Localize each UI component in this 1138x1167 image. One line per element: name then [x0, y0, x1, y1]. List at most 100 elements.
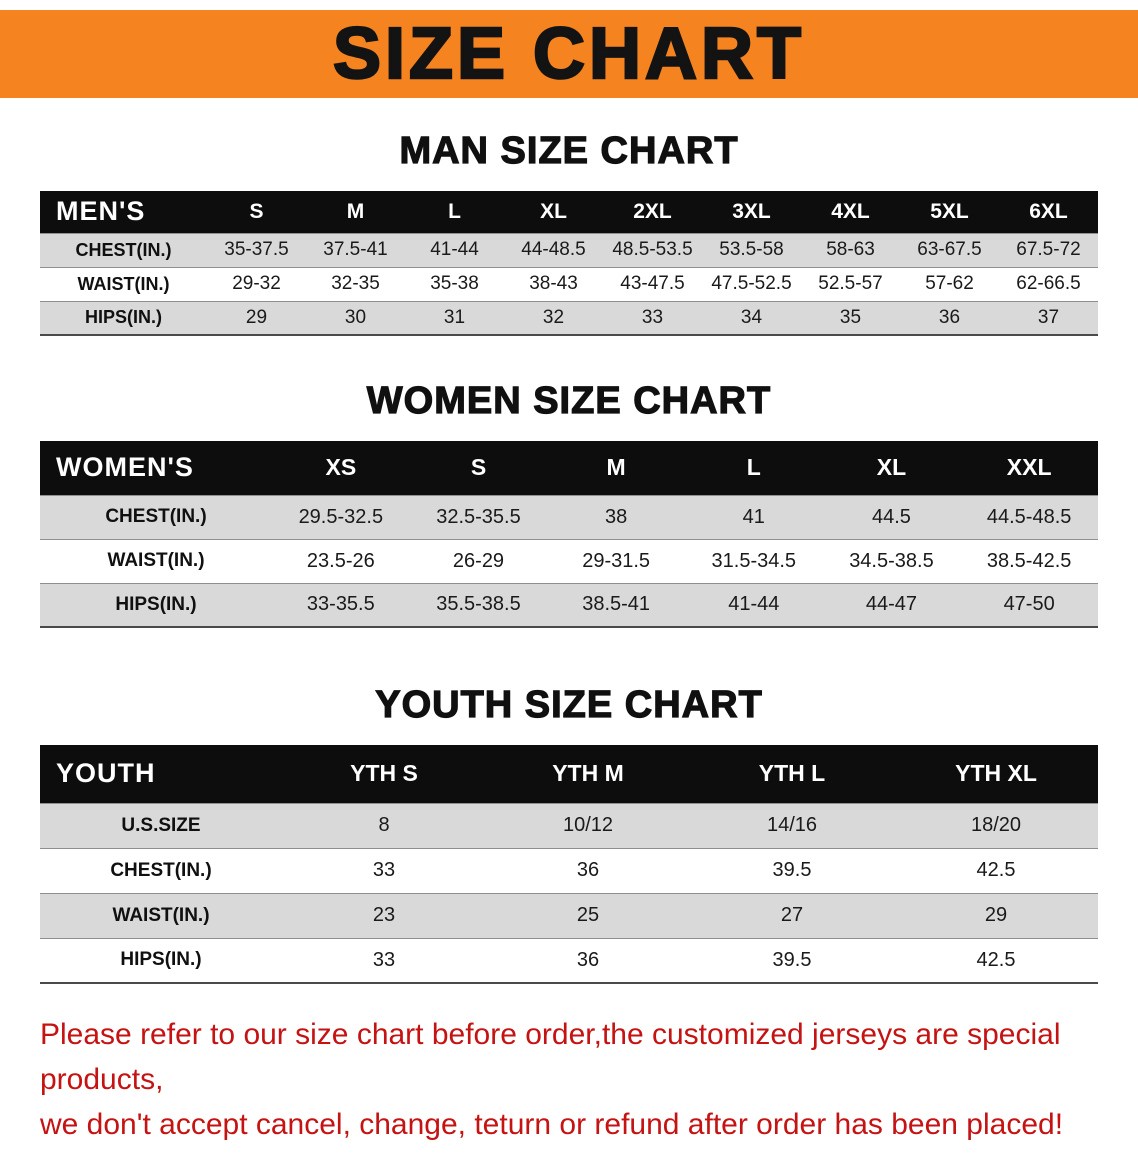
size-value: 47.5-52.5 — [711, 273, 792, 294]
size-value: 38.5-41 — [582, 593, 651, 616]
size-value: 35.5-38.5 — [436, 593, 521, 616]
table-header-row: YOUTH YTH S YTH M YTH L YTH XL — [40, 745, 1098, 803]
size-column-header: M — [346, 199, 365, 223]
size-value: 36 — [576, 859, 600, 881]
size-column-header: 5XL — [930, 199, 969, 223]
size-value: 29.5-32.5 — [298, 505, 384, 528]
size-value: 37.5-41 — [323, 239, 388, 260]
size-value: 36 — [576, 948, 600, 971]
size-value: 27 — [780, 904, 804, 926]
size-value: 32-35 — [331, 273, 380, 294]
size-value: 34.5-38.5 — [849, 549, 934, 572]
size-column-header: XXL — [1006, 454, 1052, 481]
size-value: 35-38 — [430, 273, 479, 294]
youth-size-table: YOUTH YTH S YTH M YTH L YTH XL U.S.SIZE 8 10/12… — [40, 745, 1098, 984]
size-column-header: 6XL — [1029, 199, 1068, 223]
size-column-header: XL — [876, 454, 907, 481]
size-column-header: S — [470, 454, 487, 481]
measurement-label: WAIST(IN.) — [107, 550, 205, 571]
measurement-row: HIPS(IN.) 29 30 31 32 33 34 35 36 37 — [40, 301, 1098, 335]
size-column-header: 4XL — [831, 199, 870, 223]
measurement-label: HIPS(IN.) — [120, 949, 202, 971]
size-value: 26-29 — [452, 549, 505, 572]
banner: SIZE CHART — [0, 10, 1138, 98]
size-column-header: YTH XL — [955, 760, 1037, 787]
size-value: 33 — [372, 948, 396, 971]
size-value: 52.5-57 — [818, 273, 883, 294]
measurement-label: CHEST(IN.) — [105, 506, 207, 527]
measurement-row: WAIST(IN.) 29-32 32-35 35-38 38-43 43-47.5 47.… — [40, 267, 1098, 301]
table-header-row: MEN'S S M L XL 2XL 3XL 4XL 5XL 6XL — [40, 191, 1098, 233]
size-value: 8 — [378, 814, 390, 836]
size-value: 30 — [344, 306, 367, 328]
table-group-label: YOUTH — [56, 758, 156, 789]
measurement-row: CHEST(IN.) 33 36 39.5 42.5 — [40, 848, 1098, 893]
size-value: 35 — [839, 306, 862, 328]
size-value: 38-43 — [529, 273, 578, 294]
size-value: 39.5 — [772, 859, 812, 881]
youth-heading: YOUTH SIZE CHART — [375, 683, 763, 726]
size-value: 29 — [245, 306, 268, 328]
size-value: 33 — [372, 859, 396, 881]
size-column-header: XL — [540, 199, 567, 223]
size-column-header: YTH L — [758, 760, 826, 787]
footer-notice: Please refer to our size chart before or… — [40, 1012, 1098, 1147]
measurement-row: WAIST(IN.) 23 25 27 29 — [40, 893, 1098, 938]
womens-heading: WOMEN SIZE CHART — [366, 379, 772, 422]
size-value: 31 — [443, 306, 466, 328]
size-column-header: YTH S — [350, 760, 418, 787]
womens-section: WOMEN SIZE CHART WOMEN'S XS S M L XL XXL CHEST(… — [0, 379, 1138, 628]
size-column-header: L — [746, 454, 761, 481]
size-value: 41-44 — [430, 239, 479, 260]
size-value: 42.5 — [976, 859, 1016, 881]
mens-heading: MAN SIZE CHART — [399, 129, 739, 172]
size-value: 44.5-48.5 — [986, 505, 1072, 528]
size-value: 42.5 — [976, 948, 1016, 971]
size-value: 33 — [641, 306, 664, 328]
size-value: 44-47 — [865, 593, 918, 616]
measurement-row: HIPS(IN.) 33 36 39.5 42.5 — [40, 938, 1098, 983]
size-value: 39.5 — [772, 948, 812, 971]
table-header-row: WOMEN'S XS S M L XL XXL — [40, 441, 1098, 495]
size-value: 67.5-72 — [1016, 239, 1081, 260]
youth-section: YOUTH SIZE CHART YOUTH YTH S YTH M YTH L YTH… — [0, 683, 1138, 984]
size-value: 41 — [742, 505, 765, 528]
size-value: 48.5-53.5 — [612, 239, 693, 260]
notice-line-2: we don't accept cancel, change, teturn o… — [40, 1108, 1064, 1141]
size-column-header: 3XL — [732, 199, 771, 223]
size-value: 44.5 — [871, 505, 911, 528]
mens-size-table: MEN'S S M L XL 2XL 3XL 4XL 5XL 6XL CHEST(IN.) 35-37… — [40, 191, 1098, 336]
size-value: 37 — [1037, 306, 1060, 328]
size-value: 58-63 — [826, 239, 875, 260]
size-value: 29-32 — [232, 273, 281, 294]
size-value: 32 — [542, 306, 565, 328]
measurement-row: WAIST(IN.) 23.5-26 26-29 29-31.5 31.5-34.5 34… — [40, 539, 1098, 583]
size-column-header: M — [606, 454, 626, 481]
measurement-label: WAIST(IN.) — [112, 904, 210, 926]
measurement-label: HIPS(IN.) — [84, 307, 162, 328]
size-value: 43-47.5 — [620, 273, 685, 294]
table-group-label: WOMEN'S — [56, 452, 194, 483]
size-value: 53.5-58 — [719, 239, 784, 260]
size-value: 35-37.5 — [224, 239, 289, 260]
size-value: 18/20 — [970, 814, 1022, 836]
size-value: 32.5-35.5 — [436, 505, 521, 528]
size-column-header: S — [249, 199, 264, 223]
table-group-label: MEN'S — [56, 196, 146, 227]
mens-section: MAN SIZE CHART MEN'S S M L XL 2XL 3XL 4XL 5XL 6XL… — [0, 129, 1138, 336]
size-value: 29 — [984, 904, 1008, 926]
size-column-header: L — [448, 199, 461, 223]
size-column-header: XS — [325, 454, 357, 481]
size-value: 63-67.5 — [917, 239, 982, 260]
size-column-header: YTH M — [552, 760, 624, 787]
measurement-row: HIPS(IN.) 33-35.5 35.5-38.5 38.5-41 41-44 44-… — [40, 583, 1098, 627]
measurement-label: CHEST(IN.) — [75, 239, 172, 260]
size-value: 36 — [938, 306, 961, 328]
womens-size-table: WOMEN'S XS S M L XL XXL CHEST(IN.) 29.5-32.5 32.5… — [40, 441, 1098, 628]
size-value: 33-35.5 — [306, 593, 375, 616]
measurement-label: HIPS(IN.) — [115, 593, 197, 615]
size-value: 25 — [576, 904, 600, 926]
size-value: 29-31.5 — [582, 549, 651, 572]
notice-line-1: Please refer to our size chart before or… — [40, 1018, 1061, 1096]
